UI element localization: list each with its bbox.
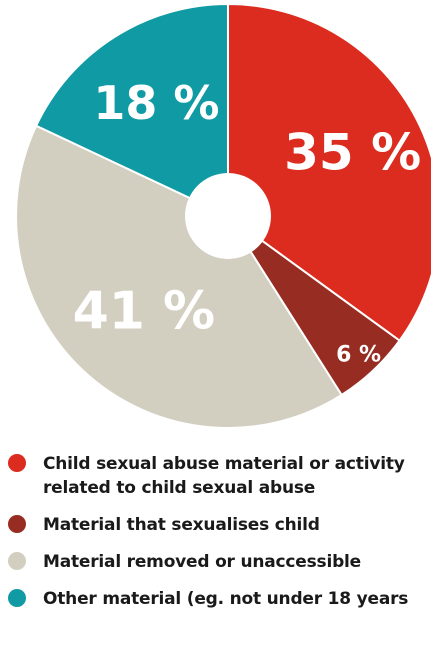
pie-chart: 35 % 6 % 41 % 18 % [0,0,431,440]
legend-item-child-abuse-material: Child sexual abuse material or activity … [8,452,428,500]
legend-swatch [8,454,26,472]
legend-item-removed-unaccessible: Material removed or unaccessible [8,550,428,574]
slice-value-label: 18 % [93,76,219,130]
donut-hole [185,173,271,259]
legend-item-sexualises-child: Material that sexualises child [8,513,428,537]
legend: Child sexual abuse material or activity … [8,452,428,624]
slice-value-label: 6 % [336,343,381,368]
legend-swatch [8,515,26,533]
legend-label: Material that sexualises child [43,513,320,537]
legend-label: Material removed or unaccessible [43,550,361,574]
legend-label: Other material (eg. not under 18 years [43,587,408,611]
legend-item-other-material: Other material (eg. not under 18 years [8,587,428,611]
legend-swatch [8,552,26,570]
slice-value-label: 35 % [284,123,421,181]
slice-value-label: 41 % [73,281,216,341]
legend-label: Child sexual abuse material or activity … [43,452,428,500]
legend-swatch [8,589,26,607]
